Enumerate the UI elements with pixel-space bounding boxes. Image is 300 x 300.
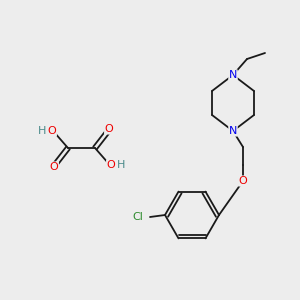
Text: H: H (117, 160, 125, 170)
Text: N: N (229, 70, 237, 80)
Text: O: O (106, 160, 116, 170)
Text: Cl: Cl (132, 212, 143, 222)
Text: H: H (38, 126, 46, 136)
Text: O: O (238, 176, 247, 186)
Text: O: O (105, 124, 113, 134)
Text: N: N (229, 126, 237, 136)
Text: O: O (48, 126, 56, 136)
Text: O: O (50, 162, 58, 172)
